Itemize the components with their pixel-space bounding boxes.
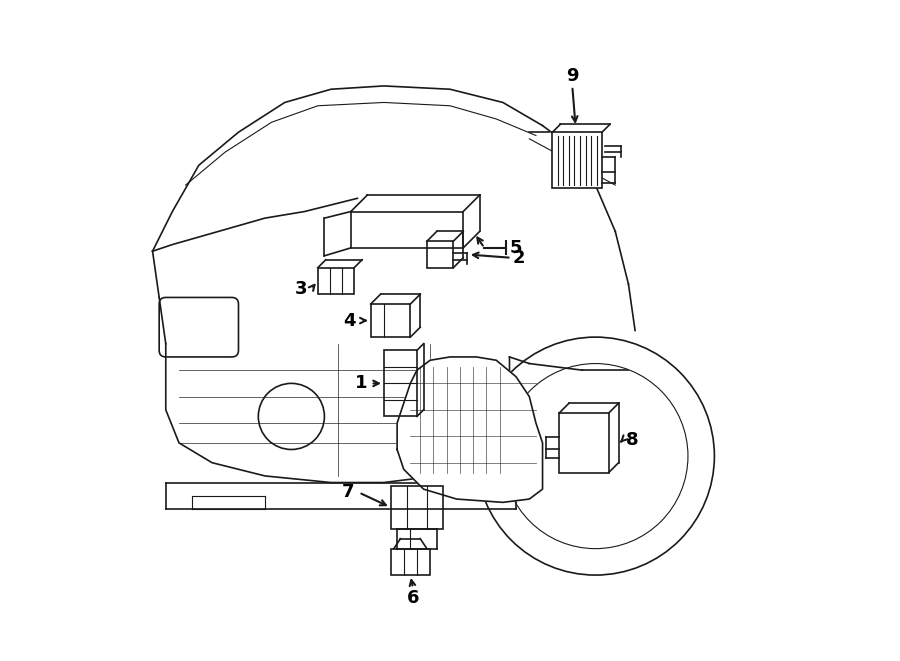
Text: 5: 5	[509, 239, 522, 257]
Text: 1: 1	[355, 374, 367, 393]
Text: 4: 4	[343, 311, 356, 330]
Text: 6: 6	[407, 589, 419, 607]
Text: 9: 9	[566, 67, 579, 85]
Text: 7: 7	[341, 483, 354, 502]
Text: 3: 3	[295, 280, 308, 298]
Polygon shape	[553, 132, 602, 188]
Polygon shape	[397, 357, 543, 502]
Text: 2: 2	[513, 249, 526, 267]
Text: 8: 8	[626, 430, 638, 449]
